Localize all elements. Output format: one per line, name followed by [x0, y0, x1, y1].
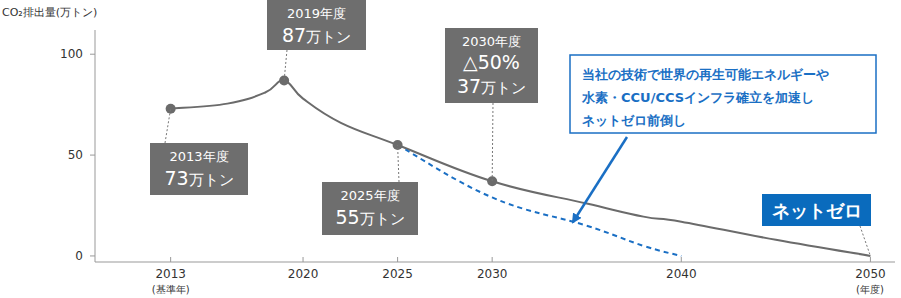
callout-text: 当社の技術で世界の再生可能エネルギーや	[582, 67, 829, 82]
leader-line	[165, 109, 171, 143]
annotation-title: 2019年度	[287, 6, 346, 21]
y-tick	[90, 255, 95, 256]
chart: CO₂排出量(万トン) 0 50 100 2013 2020 2025 2030 2040 205…	[0, 0, 901, 298]
series-line	[398, 145, 682, 256]
annotation: ネットゼロ	[762, 194, 871, 256]
leader-line	[398, 145, 399, 182]
x-tick-label: 2050	[855, 267, 886, 281]
x-tick-label: 2020	[288, 267, 319, 281]
annotation-number: 87	[282, 24, 306, 46]
annotation-unit: 万トン	[360, 210, 405, 228]
x-tick	[870, 257, 871, 262]
y-tick	[90, 54, 95, 55]
y-axis-line	[95, 30, 96, 262]
callout-text: 水素・CCU/CCSインフラ確立を加速し	[581, 90, 814, 105]
x-tick	[681, 257, 682, 262]
x-note: (基準年)	[152, 284, 190, 295]
annotation-number: 73	[164, 167, 188, 189]
annotation-value: 55万トン	[335, 206, 404, 228]
leader-line	[492, 103, 494, 181]
annotation-number: 55	[335, 206, 359, 228]
annotation-unit: 万トン	[189, 171, 234, 189]
y-tick	[90, 155, 95, 156]
annotation-box	[267, 0, 366, 50]
annotation: 2030年度 △50%37万トン	[445, 28, 538, 181]
y-axis-title: CO₂排出量(万トン)	[2, 6, 97, 19]
annotation-unit: 万トン	[481, 79, 526, 97]
leader-line	[284, 50, 287, 80]
x-tick	[303, 257, 304, 262]
callout: 当社の技術で世界の再生可能エネルギーや水素・CCU/CCSインフラ確立を加速しネ…	[570, 55, 876, 222]
x-tick	[492, 257, 493, 262]
x-tick-label: 2040	[666, 267, 697, 281]
x-axis-title: (年度)	[856, 284, 884, 295]
x-tick-label: 2030	[477, 267, 508, 281]
annotation-value: 37万トン	[457, 75, 526, 97]
x-tick	[170, 257, 171, 262]
leader-line	[860, 226, 870, 256]
annotation-box	[762, 194, 871, 226]
y-tick-label: 50	[68, 148, 83, 162]
annotation-title: 2030年度	[462, 34, 521, 49]
annotation-box	[445, 28, 538, 103]
annotation-value: 73万トン	[164, 167, 233, 189]
annotation-number: 37	[457, 75, 481, 97]
x-axis-line	[95, 262, 895, 263]
y-tick-label: 100	[60, 47, 83, 61]
x-tick	[397, 257, 398, 262]
callout-arrow	[573, 137, 627, 222]
annotation-box	[150, 143, 248, 195]
x-tick-label: 2013	[155, 267, 186, 281]
callout-box	[570, 55, 876, 133]
annotation-title: 2025年度	[340, 188, 399, 203]
annotation: 2025年度 55万トン	[322, 145, 418, 235]
x-tick-label: 2025	[382, 267, 413, 281]
annotation-box	[322, 182, 418, 235]
annotation: 2019年度 87万トン	[267, 0, 366, 80]
callout-text: ネットゼロ前倒し	[582, 113, 686, 128]
y-tick-label: 0	[75, 249, 83, 263]
annotation-unit: 万トン	[306, 28, 351, 46]
annotation: 2013年度 73万トン	[150, 109, 248, 195]
annotation-title: ネットゼロ	[772, 200, 862, 221]
annotation-change: △50%	[463, 51, 520, 73]
annotation-title: 2013年度	[169, 149, 228, 164]
annotation-value: 87万トン	[282, 24, 351, 46]
